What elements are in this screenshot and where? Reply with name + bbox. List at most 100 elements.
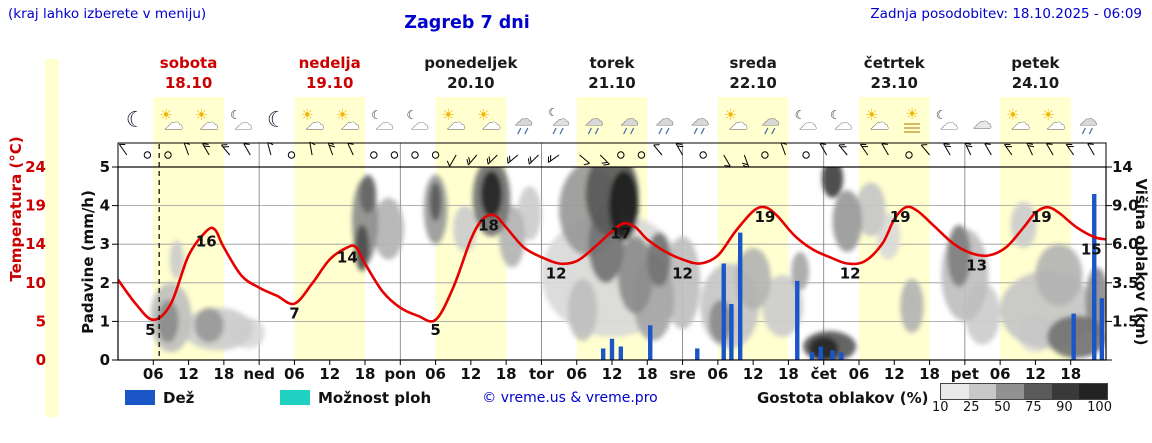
icon-glyph: ☁	[1047, 112, 1066, 134]
precip-bars	[600, 194, 1105, 360]
icon-glyph: ☾	[230, 108, 241, 122]
x-tick-label: 12	[743, 365, 764, 383]
wind-barb	[741, 154, 750, 168]
barb-staff	[449, 154, 457, 167]
cloud-blob	[1047, 315, 1106, 359]
wind-barb	[164, 151, 172, 159]
x-tick-label: 12	[178, 365, 199, 383]
barb-staff	[920, 144, 930, 156]
rain-bar	[721, 263, 726, 360]
day-date: 18.10	[165, 74, 212, 92]
day-date: 23.10	[871, 74, 918, 92]
barb-staff	[507, 154, 519, 164]
precip-tick-label: 4	[100, 197, 110, 215]
density-tick-label: 25	[963, 400, 980, 415]
wind-barb	[466, 154, 478, 166]
cloud-rain-icon: ☁	[656, 109, 674, 135]
barb-staff	[487, 154, 498, 165]
barb-staff	[780, 142, 786, 156]
barb-staff	[202, 143, 210, 156]
icon-glyph: ☀	[194, 106, 207, 124]
icon-glyph: ☁	[447, 112, 466, 134]
x-tick-label: 18	[637, 365, 658, 383]
temperature-value-label: 12	[840, 265, 861, 283]
icon-glyph: ☀	[724, 106, 737, 124]
wind-barb	[527, 154, 539, 165]
cloud-blob	[617, 236, 654, 314]
temperature-value-label: 18	[478, 216, 499, 234]
barb-tick	[468, 157, 471, 164]
cloud-layer	[150, 167, 1106, 360]
cloud-density-tick-labels: 10 25 50 75 90 100	[932, 400, 1112, 415]
calm-wind-circle	[287, 151, 296, 159]
rain-bar	[809, 352, 815, 360]
barb-staff	[1026, 143, 1033, 156]
calm-wind-circle	[761, 151, 769, 159]
x-tick-label: 18	[496, 365, 517, 383]
day-date: 22.10	[729, 74, 776, 92]
barb-staff	[243, 143, 251, 156]
x-tick-label: 06	[425, 365, 446, 383]
cloud-tick-label: 6.0	[1112, 235, 1139, 253]
temperature-value-label: 19	[754, 208, 775, 226]
rain-bar	[830, 350, 835, 360]
cloud-blob	[355, 224, 370, 272]
wind-barb	[1004, 143, 1013, 156]
cloud-blob	[609, 170, 639, 241]
icon-glyph: ☁	[834, 113, 852, 134]
rain-bar	[1092, 194, 1097, 360]
wind-barb	[653, 144, 663, 156]
x-tick-label: 12	[460, 365, 481, 383]
barb-staff	[819, 143, 828, 156]
cloud-blob	[429, 182, 442, 222]
cloud-blob	[664, 236, 701, 330]
icon-glyph: ☁	[973, 111, 992, 133]
calm-wind-circle	[390, 151, 399, 159]
precip-tick-label: 0	[100, 351, 110, 369]
barb-staff	[653, 144, 663, 156]
cloud-moon-icon: ☾☁	[230, 108, 253, 134]
rain-mark	[693, 127, 698, 135]
cloud-blob	[480, 170, 503, 218]
x-tick-label: 18	[355, 365, 376, 383]
barb-staff	[309, 142, 313, 156]
cloud-moon-icon: ☾☁	[795, 108, 818, 134]
wind-barb	[267, 141, 274, 156]
rain-legend-swatch	[125, 390, 155, 405]
wind-barb	[507, 154, 519, 164]
icon-glyph: ☁	[411, 113, 429, 134]
barb-staff	[220, 144, 231, 156]
rain-mark	[1088, 127, 1093, 135]
wind-barb	[370, 151, 378, 159]
rain-bar	[618, 346, 624, 360]
cloud-moon-icon: ☾☁	[830, 108, 853, 134]
rain-mark	[658, 127, 663, 135]
barb-tick	[603, 163, 610, 166]
wind-barb	[761, 151, 769, 159]
icon-glyph: ☀	[1041, 106, 1054, 124]
precip-tick-label: 3	[100, 235, 110, 253]
icon-glyph: ☁	[341, 112, 360, 134]
barb-staff	[528, 154, 539, 165]
rain-mark	[517, 127, 522, 135]
cloud-rain-icon: ☁	[514, 109, 533, 135]
density-swatch	[996, 384, 1025, 399]
density-swatch	[1024, 384, 1052, 399]
cloud-blob	[832, 190, 862, 252]
wind-barb	[486, 154, 498, 165]
copyright-link[interactable]: © vreme.us & vreme.pro	[482, 390, 658, 406]
cloud-blob	[359, 174, 377, 214]
cloud-moon-rain-icon: ☾☁	[548, 106, 570, 135]
icon-glyph: ☁	[306, 112, 325, 134]
cloud-blob	[709, 300, 733, 343]
cloud-blob	[856, 182, 886, 237]
barb-staff	[1004, 144, 1013, 156]
barb-staff	[943, 143, 951, 156]
cloud-rain-icon: ☁	[691, 109, 710, 135]
x-tick-label: 18	[778, 365, 799, 383]
sun-fog-icon: ☀	[903, 105, 920, 133]
cloud-blob	[791, 251, 810, 291]
wind-barb	[964, 142, 973, 156]
temperature-value-label: 7	[289, 305, 299, 323]
day-name: nedelja	[299, 54, 361, 72]
